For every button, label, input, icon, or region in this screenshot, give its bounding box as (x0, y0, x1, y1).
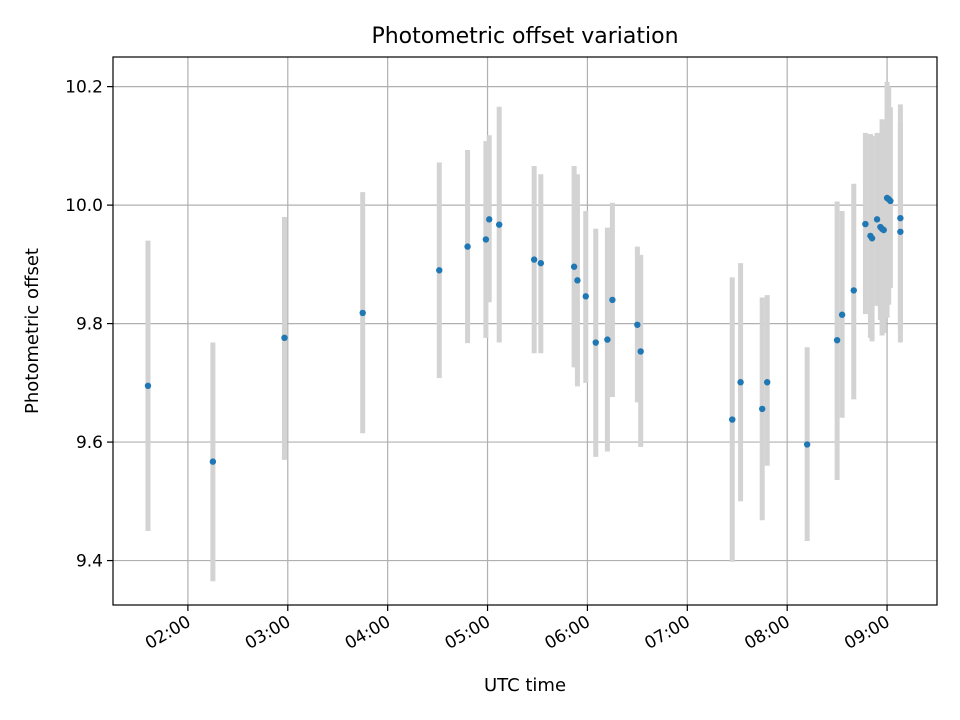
data-points (144, 194, 904, 465)
data-point (850, 287, 857, 294)
data-point (759, 405, 766, 413)
data-point (592, 339, 599, 346)
data-point (495, 221, 503, 228)
y-tick-label: 10.0 (65, 196, 103, 216)
data-point (486, 216, 493, 223)
data-point (574, 277, 581, 284)
y-tick-label: 9.8 (76, 315, 103, 335)
data-point (880, 226, 887, 234)
data-point (436, 267, 443, 274)
data-point (897, 228, 904, 235)
y-tick-label: 10.2 (65, 78, 103, 98)
data-point (482, 236, 490, 243)
data-point (887, 197, 894, 205)
data-point (281, 334, 288, 342)
data-point (209, 458, 217, 465)
data-point (838, 311, 846, 318)
data-point (833, 336, 841, 344)
plot-frame (112, 56, 938, 606)
data-point (729, 416, 736, 423)
data-point (737, 379, 744, 386)
data-point (862, 220, 869, 228)
data-point (570, 263, 578, 270)
data-point (897, 214, 904, 222)
chart-title: Photometric offset variation (371, 24, 678, 49)
y-tick-label: 9.6 (76, 433, 103, 453)
data-point (803, 441, 811, 448)
y-tick-label: 9.4 (76, 552, 103, 572)
data-point (359, 309, 366, 317)
data-point (582, 293, 589, 300)
data-point (144, 382, 152, 389)
data-point (637, 348, 644, 355)
data-point (530, 256, 538, 263)
data-point (609, 296, 616, 304)
data-point (873, 216, 881, 223)
data-point (764, 379, 771, 386)
data-point (634, 321, 641, 328)
data-point (537, 259, 545, 267)
data-point (604, 336, 611, 343)
data-point (868, 235, 876, 242)
data-point (464, 243, 471, 250)
y-axis-label: Photometric offset (22, 248, 43, 414)
x-axis-label: UTC time (484, 675, 566, 696)
